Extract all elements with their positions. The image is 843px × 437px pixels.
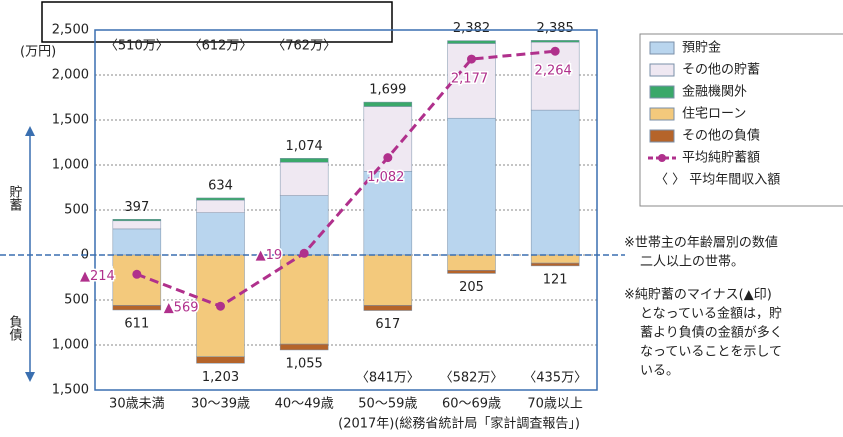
bar-segment bbox=[363, 101, 413, 107]
y-tick-label: 500 bbox=[64, 203, 89, 218]
total-label: 611 bbox=[124, 316, 149, 331]
note: いる。 bbox=[640, 364, 679, 379]
income-label: 〈841万〉 bbox=[356, 371, 420, 386]
y-unit: (万円) bbox=[20, 45, 56, 60]
bar-segment bbox=[279, 162, 329, 196]
bar-segment bbox=[363, 305, 413, 311]
bar-segment bbox=[112, 219, 162, 222]
y-tick-label: 1,000 bbox=[52, 338, 89, 353]
total-label: 2,382 bbox=[453, 21, 490, 36]
y-tick-label: 500 bbox=[64, 293, 89, 308]
total-label: 205 bbox=[459, 280, 484, 295]
y-tick-label: 2,500 bbox=[52, 23, 89, 38]
income-label: 〈612万〉 bbox=[189, 39, 253, 54]
bar-segment bbox=[447, 270, 496, 274]
net-label: 1,082 bbox=[367, 170, 404, 185]
x-tick-label: 30歳未満 bbox=[109, 397, 165, 412]
plot-frame bbox=[94, 29, 598, 391]
net-label: ▲19 bbox=[256, 248, 283, 263]
bar-segment bbox=[530, 254, 580, 264]
note: ※純貯蓄のマイナス(▲印) bbox=[624, 288, 772, 303]
net-label: ▲214 bbox=[80, 269, 115, 284]
arrow-head bbox=[25, 126, 35, 136]
total-label: 1,055 bbox=[286, 356, 323, 371]
total-label: 397 bbox=[124, 200, 149, 215]
income-label: 〈762万〉 bbox=[272, 39, 336, 54]
legend-swatch bbox=[649, 41, 675, 55]
bar-segment bbox=[447, 117, 496, 256]
note: となっている金額は，貯 bbox=[640, 306, 782, 322]
bar-segment bbox=[279, 195, 329, 256]
bar-segment bbox=[196, 356, 245, 364]
note: 二人以上の世帯。 bbox=[640, 255, 744, 270]
legend-label: 住宅ローン bbox=[682, 107, 746, 122]
total-label: 1,699 bbox=[369, 83, 406, 98]
x-tick-label: 40～49歳 bbox=[275, 397, 334, 412]
y-tick-label: 1,500 bbox=[52, 113, 89, 128]
legend-label: 預貯金 bbox=[682, 40, 721, 56]
bar-segment bbox=[196, 197, 245, 201]
net-point bbox=[383, 153, 393, 163]
bar-segment bbox=[363, 171, 413, 256]
net-point bbox=[299, 248, 309, 258]
bar-segment bbox=[447, 40, 496, 44]
bar-segment bbox=[363, 254, 413, 306]
legend-swatch bbox=[649, 85, 675, 99]
net-label: ▲569 bbox=[164, 301, 199, 316]
income-label: 〈435万〉 bbox=[523, 371, 587, 386]
redacted-box bbox=[41, 1, 393, 43]
total-label: 634 bbox=[208, 178, 233, 193]
bar-segment bbox=[447, 254, 496, 271]
y-tick-label: 1,000 bbox=[52, 158, 89, 173]
bar-segment bbox=[530, 109, 580, 256]
note: 蓄より負債の金額が多く bbox=[640, 325, 783, 341]
x-tick-label: 50～59歳 bbox=[358, 397, 417, 412]
side-label: 負債 bbox=[7, 315, 23, 342]
net-label: 2,264 bbox=[535, 64, 572, 79]
income-label: 〈582万〉 bbox=[440, 371, 504, 386]
bar-segment bbox=[112, 305, 162, 311]
legend-label: 〈 〉 平均年間収入額 bbox=[655, 173, 780, 188]
legend-swatch bbox=[649, 63, 675, 77]
legend-swatch bbox=[649, 129, 675, 143]
net-line bbox=[136, 49, 556, 308]
legend-label: その他の負債 bbox=[682, 129, 760, 144]
income-label: 〈510万〉 bbox=[105, 39, 169, 54]
x-tick-label: 70歳以上 bbox=[527, 397, 583, 412]
x-tick-label: 30～39歳 bbox=[191, 397, 250, 412]
note: ※世帯主の年齢層別の数値 bbox=[624, 235, 778, 251]
total-label: 121 bbox=[543, 272, 568, 287]
y-tick-label: 2,000 bbox=[52, 68, 89, 83]
legend-label: 金融機関外 bbox=[682, 84, 747, 100]
note: なっていることを示して bbox=[640, 345, 782, 360]
total-label: 2,385 bbox=[537, 21, 574, 36]
net-label: 2,177 bbox=[451, 72, 488, 87]
total-label: 1,203 bbox=[202, 370, 239, 385]
bar-segment bbox=[530, 262, 580, 267]
side-label: 貯蓄 bbox=[7, 185, 23, 212]
net-point bbox=[467, 54, 476, 64]
total-label: 617 bbox=[375, 317, 400, 332]
bar-segment bbox=[196, 212, 245, 256]
bar-segment bbox=[196, 199, 245, 213]
bar-segment bbox=[279, 158, 329, 163]
bar-segment bbox=[279, 254, 329, 345]
x-tick-label: 60～69歳 bbox=[442, 397, 501, 412]
net-point bbox=[550, 46, 560, 56]
y-tick-label: 1,500 bbox=[52, 383, 89, 398]
bar-segment bbox=[279, 343, 329, 351]
legend-label: 平均純貯蓄額 bbox=[682, 151, 760, 166]
legend-marker bbox=[658, 154, 666, 162]
net-point bbox=[216, 301, 225, 311]
legend-swatch bbox=[649, 107, 675, 121]
legend-label: その他の貯蓄 bbox=[682, 63, 760, 78]
bar-segment bbox=[112, 228, 162, 256]
arrow-head bbox=[25, 372, 35, 382]
bar-segment bbox=[112, 220, 162, 230]
source: (2017年)(総務省統計局「家計調査報告」) bbox=[338, 416, 580, 432]
total-label: 1,074 bbox=[286, 139, 323, 154]
bar-segment bbox=[530, 40, 580, 43]
net-point bbox=[132, 269, 142, 279]
